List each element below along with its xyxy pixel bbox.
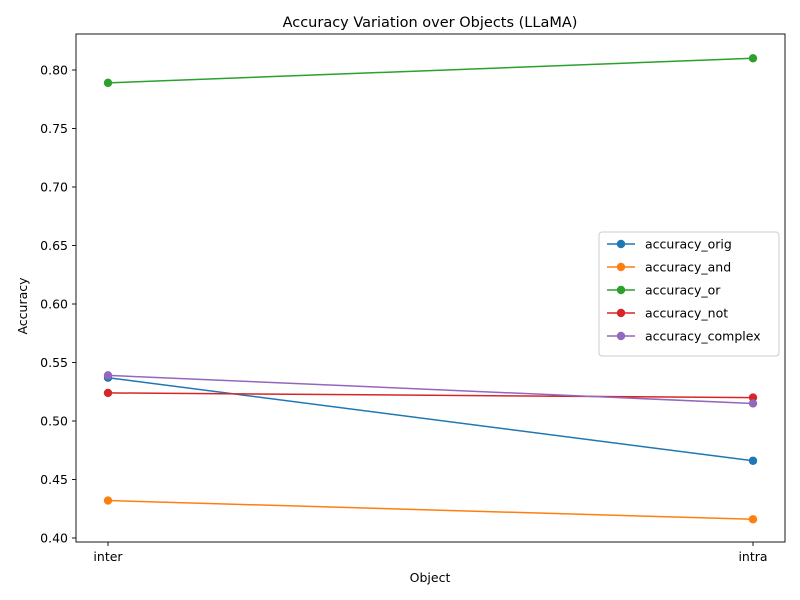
legend-marker (616, 285, 626, 295)
series-line (107, 374, 754, 405)
legend-item: accuracy_orig (607, 237, 732, 252)
x-tick-label: inter (93, 549, 123, 564)
data-point (748, 393, 758, 402)
x-tick-label: intra (738, 549, 767, 564)
legend-item: accuracy_and (607, 260, 731, 275)
series-line (107, 376, 754, 462)
series-accuracy_and (103, 496, 758, 524)
y-tick-label: 0.55 (40, 355, 68, 370)
legend-label: accuracy_and (645, 260, 731, 275)
legend-label: accuracy_or (645, 283, 721, 298)
y-tick-label: 0.70 (40, 180, 68, 195)
legend-marker (616, 262, 626, 272)
legend-label: accuracy_orig (645, 237, 732, 252)
series-accuracy_orig (103, 373, 758, 465)
legend-marker (616, 239, 626, 249)
legend-item: accuracy_not (607, 306, 728, 321)
y-tick-label: 0.65 (40, 238, 68, 253)
data-point (103, 496, 113, 505)
plot-frame (75, 33, 786, 543)
series-line (107, 499, 754, 521)
legend-marker (616, 308, 626, 318)
plot-area (103, 54, 758, 524)
data-point (748, 399, 758, 408)
chart-title: Accuracy Variation over Objects (LLaMA) (283, 15, 578, 31)
series-line (107, 392, 754, 399)
series-accuracy_not (103, 388, 758, 402)
axes: 0.40 0.45 0.50 0.55 0.60 0.65 0.70 0.75 0.80 inte… (40, 33, 786, 564)
legend-box (598, 231, 780, 357)
series-line (107, 57, 754, 84)
y-tick-label: 0.40 (40, 531, 68, 546)
y-tick-label: 0.60 (40, 297, 68, 312)
legend-label: accuracy_complex (645, 329, 761, 344)
series-accuracy_complex (103, 371, 758, 408)
legend-item: accuracy_complex (607, 329, 761, 344)
legend: accuracy_orig accuracy_and accuracy_oraccu… (598, 231, 780, 357)
y-tick-label: 0.80 (40, 63, 68, 78)
y-tick-label: 0.45 (40, 472, 68, 487)
data-point (103, 371, 113, 380)
y-axis-label: Accuracy (15, 277, 30, 335)
legend-item: accuracy_or (607, 283, 721, 298)
y-tick-label: 0.75 (40, 121, 68, 136)
series-accuracy_or (103, 54, 758, 88)
data-point (748, 515, 758, 524)
data-point (748, 456, 758, 465)
x-axis-label: Object (410, 570, 451, 585)
data-point (103, 388, 113, 398)
legend-marker (616, 331, 626, 341)
y-tick-label: 0.50 (40, 414, 68, 429)
data-point (103, 78, 113, 88)
legend-label: accuracy_not (645, 306, 728, 321)
data-point (748, 54, 758, 63)
